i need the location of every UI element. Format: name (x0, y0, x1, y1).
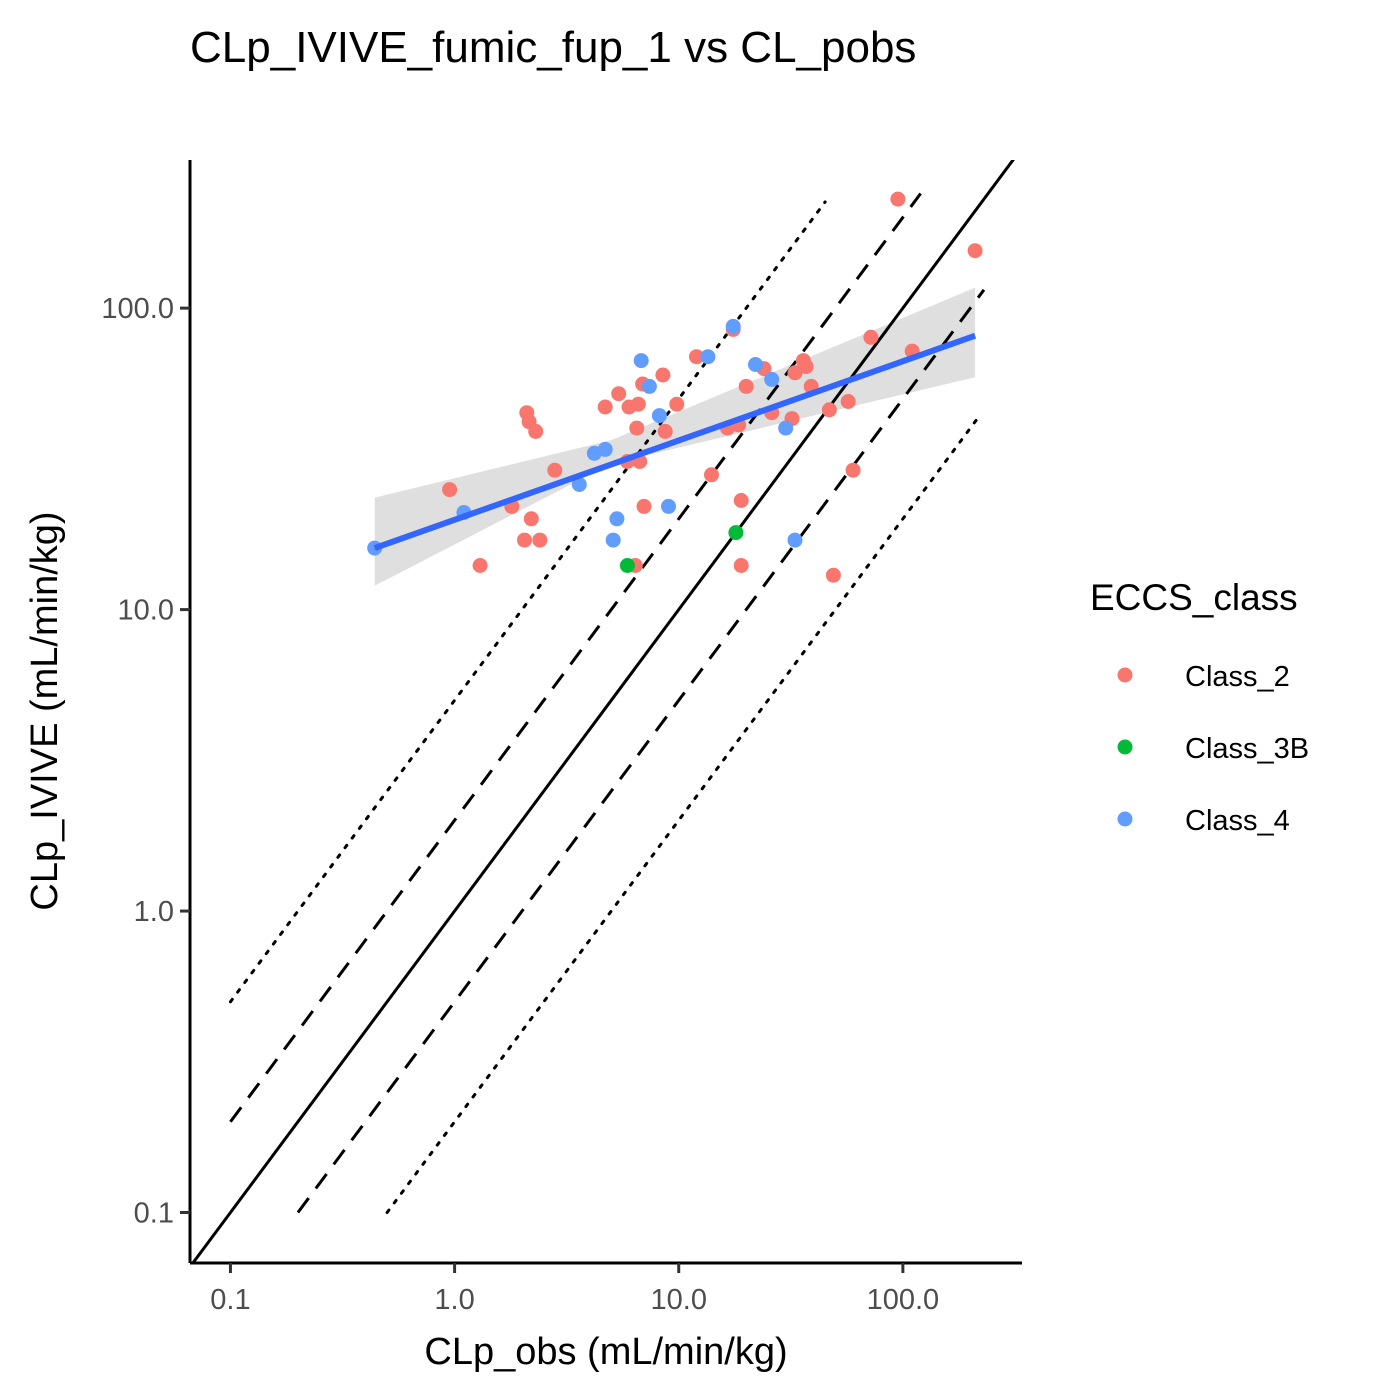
x-tick-label: 0.1 (210, 1284, 250, 1316)
data-point (967, 243, 983, 259)
series-class-4 (367, 318, 803, 556)
data-point (472, 558, 488, 573)
data-point (825, 567, 841, 583)
legend-title: ECCS_class (1090, 577, 1298, 618)
data-points (367, 191, 983, 583)
data-point (725, 318, 741, 334)
legend-item-class-2: Class_2 (1117, 661, 1290, 693)
legend-entries: Class_2 Class_3B Class_4 (1117, 661, 1309, 837)
data-point (605, 532, 621, 548)
reference-line-2-fold-above (229, 192, 922, 1123)
data-point (611, 386, 627, 402)
x-tick-label: 10.0 (651, 1284, 707, 1316)
data-point (821, 402, 837, 418)
data-point (633, 353, 649, 369)
data-point (748, 357, 763, 372)
data-point (655, 367, 671, 383)
legend-key (1117, 811, 1133, 827)
data-point (689, 349, 704, 365)
data-point (669, 396, 685, 412)
data-point (661, 498, 676, 514)
chart-title: CLp_IVIVE_fumic_fup_1 vs CL_pobs (190, 23, 916, 72)
reference-line-5-fold-below (385, 414, 982, 1215)
reference-line-unity (191, 160, 1015, 1263)
data-point (636, 498, 652, 514)
data-point (657, 423, 673, 439)
legend-label: Class_2 (1185, 661, 1290, 693)
confidence-band (374, 287, 976, 586)
data-point (597, 441, 613, 457)
y-tick-label: 100.0 (101, 293, 174, 325)
data-point (733, 558, 749, 573)
data-point (764, 371, 780, 387)
data-point (547, 462, 563, 478)
data-point (798, 359, 814, 375)
legend-key (1117, 739, 1133, 755)
y-axis-title: CLp_IVIVE (mL/min/kg) (24, 511, 66, 910)
data-point (890, 191, 906, 207)
data-point (609, 511, 625, 527)
data-point (619, 558, 635, 573)
series-class-2 (442, 191, 983, 583)
reference-line-5-fold-above (228, 200, 827, 1004)
data-point (728, 525, 744, 541)
series-class-3b (619, 525, 744, 573)
regression-line (373, 332, 977, 551)
data-point (840, 394, 856, 409)
y-tick-label: 0.1 (134, 1198, 174, 1230)
reference-line-2-fold-below (296, 288, 986, 1214)
legend-label: Class_3B (1185, 733, 1309, 765)
x-axis-ticks: 0.1 1.0 10.0 100.0 (210, 1263, 939, 1316)
y-tick-label: 10.0 (118, 595, 174, 627)
legend: ECCS_class Class_2 Class_3B Class_4 (1090, 577, 1309, 837)
data-point (517, 532, 532, 548)
data-point (704, 467, 719, 483)
y-tick-label: 1.0 (134, 896, 174, 928)
y-axis-ticks: 0.1 1.0 10.0 100.0 (101, 293, 190, 1230)
legend-key (1117, 667, 1133, 683)
data-point (630, 396, 646, 412)
data-point (845, 462, 861, 478)
x-tick-label: 1.0 (434, 1284, 474, 1316)
reference-lines (191, 160, 1015, 1263)
data-point (532, 532, 548, 548)
data-point (700, 349, 716, 365)
plot-area (191, 160, 1015, 1263)
data-point (863, 329, 879, 345)
data-point (641, 378, 657, 394)
data-point (787, 532, 803, 548)
data-point (651, 408, 667, 424)
legend-item-class-4: Class_4 (1117, 805, 1290, 837)
data-point (778, 420, 794, 436)
data-point (442, 482, 458, 498)
data-point (738, 378, 754, 394)
data-point (571, 477, 587, 492)
legend-item-class-3b: Class_3B (1117, 733, 1309, 765)
data-point (597, 399, 613, 415)
x-tick-label: 100.0 (867, 1284, 940, 1316)
data-point (787, 365, 803, 381)
data-point (528, 423, 544, 439)
x-axis-title: CLp_obs (mL/min/kg) (424, 1331, 787, 1373)
legend-label: Class_4 (1185, 805, 1290, 837)
data-point (629, 420, 645, 436)
data-point (523, 511, 539, 527)
data-point (733, 493, 749, 508)
